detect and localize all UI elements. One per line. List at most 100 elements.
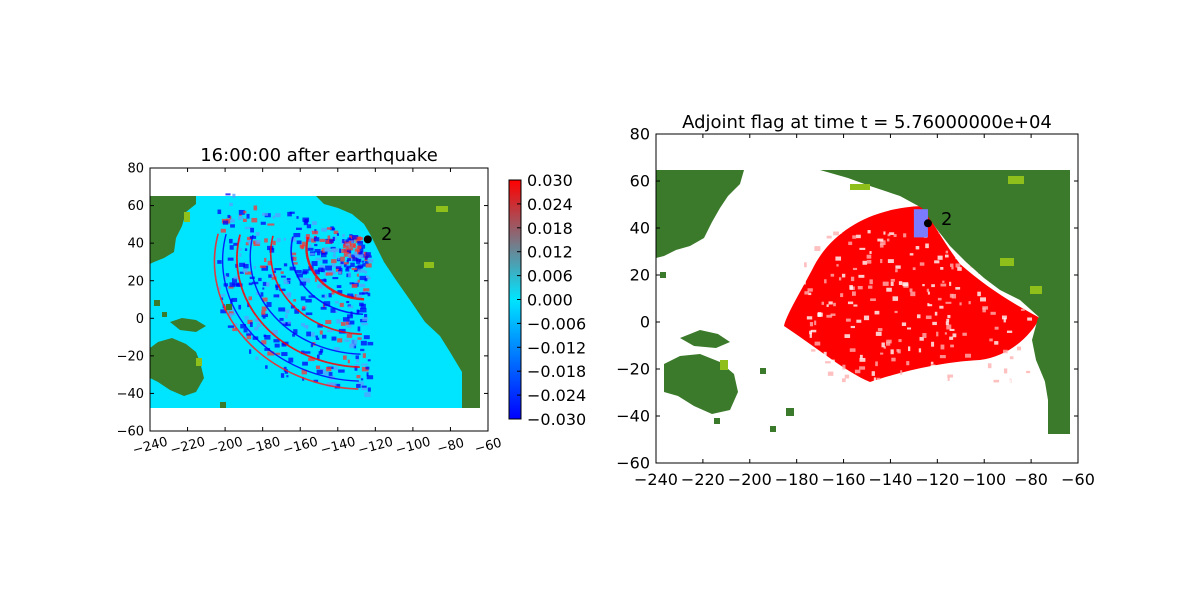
y-tick-label: 0 (136, 312, 144, 327)
wave-speckle (321, 294, 325, 298)
flag-speckle (814, 320, 817, 326)
wave-speckle (361, 385, 367, 388)
wave-speckle (285, 321, 291, 327)
x-tick-label: −240 (634, 470, 678, 489)
wave-speckle (244, 226, 252, 230)
wave-speckle (365, 366, 370, 370)
wave-speckle (246, 333, 252, 336)
flag-speckle (848, 241, 853, 246)
flag-speckle (886, 238, 890, 242)
wave-speckle (280, 271, 284, 274)
wave-speckle (357, 264, 364, 268)
panel1-title: 16:00:00 after earthquake (200, 145, 438, 166)
wave-speckle (291, 256, 295, 261)
wave-speckle (330, 246, 336, 249)
flag-speckle (880, 258, 883, 264)
wave-speckle (332, 236, 335, 241)
flag-speckle (965, 353, 972, 358)
wave-speckle (251, 217, 258, 223)
panel2-land-island-3 (706, 204, 712, 210)
flag-speckle (949, 281, 952, 286)
wave-speckle (346, 301, 350, 304)
y-tick-label: 40 (630, 219, 650, 238)
wave-speckle (223, 275, 228, 280)
flag-speckle (937, 297, 942, 301)
wave-speckle (314, 277, 317, 282)
wave-speckle (337, 271, 342, 274)
wave-speckle (264, 348, 271, 351)
wave-speckle (346, 259, 349, 264)
colorbar-tick-label: 0.006 (527, 267, 573, 286)
wave-speckle (331, 248, 339, 253)
y-tick-label: −40 (616, 407, 650, 426)
wave-speckle (279, 288, 286, 292)
wave-speckle (325, 265, 332, 271)
wave-speckle (356, 374, 361, 379)
wave-speckle (296, 240, 302, 245)
flag-speckle (890, 278, 895, 282)
wave-speckle (267, 351, 275, 356)
wave-speckle (364, 261, 369, 264)
flag-speckle (853, 304, 858, 307)
flag-speckle (922, 333, 927, 339)
x-tick-label: −60 (473, 436, 503, 458)
flag-speckle (869, 251, 872, 254)
flag-speckle (930, 364, 936, 370)
wave-front (236, 234, 360, 369)
wave-speckle (367, 341, 374, 346)
wave-speckle (227, 214, 231, 218)
wave-speckle (306, 331, 312, 337)
flag-speckle (827, 371, 834, 376)
wave-speckle (331, 290, 335, 295)
panel1-coast-1 (424, 262, 434, 268)
flag-speckle (981, 370, 985, 375)
panel1-land-new-guinea (170, 318, 206, 332)
flag-speckle (811, 233, 816, 238)
flag-speckle (927, 303, 930, 307)
wave-speckle (245, 242, 249, 246)
wave-speckle (340, 256, 345, 262)
panel2-gauge-marker (923, 219, 932, 228)
wave-speckle (323, 301, 331, 307)
flag-speckle (842, 364, 846, 370)
flag-speckle (940, 344, 945, 350)
flag-speckle (850, 276, 855, 282)
flag-speckle (1007, 366, 1013, 371)
wave-speckle (271, 330, 278, 335)
wave-speckle (353, 269, 358, 272)
wave-speckle (231, 297, 238, 302)
flag-speckle (918, 369, 922, 374)
wave-speckle (345, 266, 349, 270)
wave-speckle (349, 243, 356, 248)
wave-speckle (305, 312, 313, 316)
flag-speckle (934, 311, 938, 316)
wave-speckle (314, 243, 318, 247)
wave-speckle (319, 279, 325, 282)
panel2-land (656, 170, 1070, 434)
x-tick-label: −160 (822, 470, 866, 489)
wave-speckle (318, 267, 324, 272)
flag-speckle (866, 259, 872, 264)
flag-speckle (993, 379, 1000, 383)
wave-speckle (349, 343, 355, 349)
flag-speckle (806, 316, 813, 320)
wave-speckle (359, 302, 364, 307)
wave-speckle (327, 227, 332, 230)
wave-speckle (333, 347, 340, 351)
flag-speckle (918, 348, 922, 353)
flag-speckle (955, 254, 959, 260)
flag-speckle (832, 359, 835, 365)
wave-speckle (362, 317, 369, 322)
wave-speckle (253, 240, 258, 245)
panel1-y-ticks: −60 −40 −20 0 20 40 60 80 (117, 162, 488, 440)
wave-speckle (354, 281, 358, 284)
wave-speckle (253, 242, 261, 246)
wave-speckle (344, 339, 350, 342)
wave-speckle (353, 243, 356, 248)
wave-speckle (364, 313, 368, 318)
wave-speckle (357, 241, 363, 245)
wave-speckle (247, 240, 253, 244)
wave-speckle (314, 248, 321, 253)
wave-speckle (286, 277, 291, 281)
